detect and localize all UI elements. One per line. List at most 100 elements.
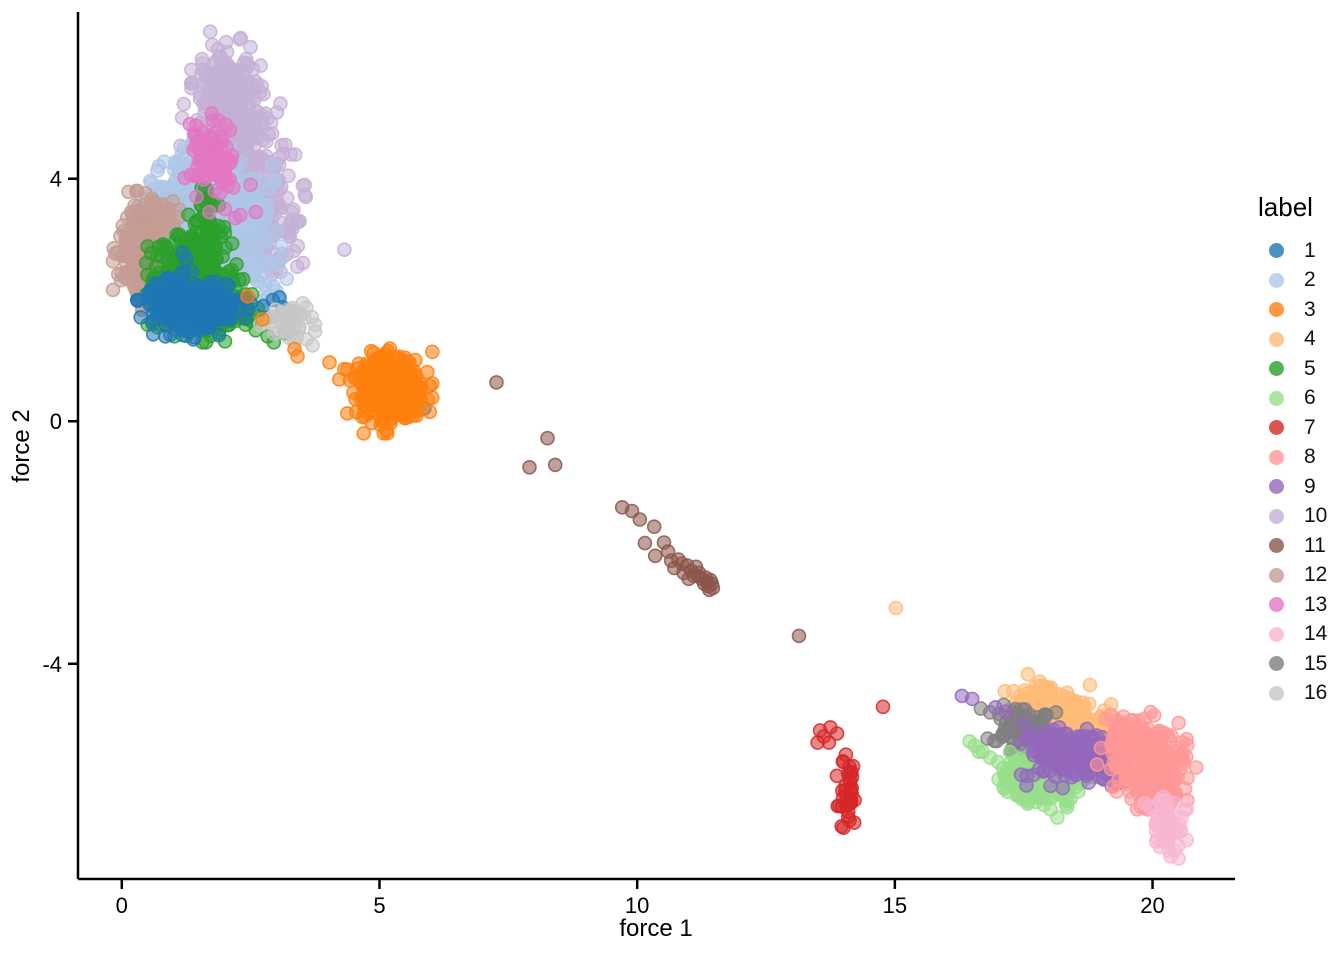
data-point bbox=[209, 288, 225, 304]
data-point bbox=[222, 312, 237, 328]
data-point bbox=[1050, 810, 1065, 825]
data-point bbox=[1014, 702, 1030, 717]
data-point bbox=[1155, 826, 1171, 842]
legend-item-16: 16 bbox=[1256, 679, 1327, 709]
x-axis-tick-label: 10 bbox=[625, 893, 649, 918]
data-point bbox=[176, 96, 192, 112]
data-point bbox=[420, 392, 436, 408]
data-point bbox=[256, 228, 271, 243]
data-point bbox=[406, 403, 421, 419]
data-point bbox=[115, 218, 131, 233]
data-point bbox=[1189, 760, 1204, 775]
data-point bbox=[263, 256, 279, 271]
data-point bbox=[307, 324, 323, 339]
data-point bbox=[522, 459, 537, 475]
legend-dot-icon bbox=[1269, 656, 1284, 672]
data-point bbox=[240, 289, 255, 304]
data-point bbox=[1089, 757, 1105, 772]
legend-dot-icon bbox=[1269, 390, 1284, 406]
legend-title: label bbox=[1258, 192, 1313, 222]
data-point bbox=[227, 210, 243, 226]
data-point bbox=[1059, 800, 1075, 815]
data-point bbox=[207, 183, 222, 199]
x-axis-label: force 1 bbox=[619, 915, 693, 942]
data-point bbox=[218, 277, 234, 292]
data-point bbox=[331, 372, 347, 387]
data-point bbox=[182, 116, 198, 132]
data-point bbox=[386, 381, 402, 397]
legend-item-11: 11 bbox=[1256, 531, 1327, 561]
data-point bbox=[222, 122, 238, 138]
data-point bbox=[159, 214, 174, 229]
data-point bbox=[489, 375, 504, 390]
data-point bbox=[322, 355, 337, 370]
data-point bbox=[194, 66, 209, 82]
data-point bbox=[351, 356, 367, 372]
legend-item-label: 16 bbox=[1304, 681, 1328, 705]
data-point bbox=[224, 262, 239, 278]
series-13-points bbox=[177, 106, 264, 226]
data-point bbox=[279, 271, 295, 287]
data-point bbox=[211, 327, 227, 343]
data-point bbox=[1143, 704, 1159, 720]
data-point bbox=[1020, 666, 1036, 682]
data-point bbox=[121, 184, 136, 200]
data-point bbox=[422, 404, 438, 420]
data-point bbox=[395, 365, 411, 381]
legend-dot-icon bbox=[1269, 508, 1284, 524]
data-point bbox=[1021, 730, 1036, 746]
data-point bbox=[405, 390, 421, 406]
data-point bbox=[196, 239, 211, 255]
data-point bbox=[151, 159, 167, 174]
data-point bbox=[1082, 677, 1098, 693]
data-point bbox=[238, 310, 253, 326]
data-point bbox=[842, 759, 857, 775]
data-point bbox=[1039, 724, 1054, 740]
data-point bbox=[270, 324, 285, 340]
data-point bbox=[232, 31, 247, 47]
data-point bbox=[373, 365, 389, 380]
data-point bbox=[199, 321, 215, 336]
data-point bbox=[1012, 752, 1028, 767]
legend-dot-icon bbox=[1269, 331, 1284, 347]
legend-item-12: 12 bbox=[1256, 561, 1327, 591]
data-point bbox=[217, 201, 233, 217]
data-point bbox=[1016, 717, 1032, 732]
data-point bbox=[194, 51, 210, 67]
legend-dot-icon bbox=[1269, 361, 1284, 377]
data-point bbox=[194, 139, 209, 155]
data-point bbox=[1019, 778, 1034, 793]
data-point bbox=[113, 272, 129, 288]
data-point bbox=[875, 699, 891, 715]
data-point bbox=[243, 75, 258, 90]
data-point bbox=[1043, 778, 1058, 794]
legend-items: 1 2 3 4 5 6 7 8 9 10 11 12 13 14 15 16 bbox=[1256, 236, 1327, 708]
y-axis-label: force 2 bbox=[8, 409, 35, 483]
data-point bbox=[632, 512, 648, 527]
data-point bbox=[647, 548, 663, 564]
data-point bbox=[1077, 751, 1092, 767]
data-point bbox=[106, 241, 121, 256]
legend-dot-icon bbox=[1269, 302, 1284, 318]
legend-item-14: 14 bbox=[1256, 620, 1327, 650]
legend-item-label: 6 bbox=[1304, 386, 1316, 410]
data-point bbox=[1059, 685, 1075, 701]
data-point bbox=[646, 519, 662, 535]
data-point bbox=[834, 818, 849, 834]
data-point bbox=[971, 744, 987, 760]
series-1-points bbox=[130, 245, 432, 416]
x-axis-tick-label: 0 bbox=[116, 893, 128, 918]
legend-dot-icon bbox=[1269, 420, 1284, 436]
data-point bbox=[701, 582, 717, 598]
data-point bbox=[274, 138, 289, 153]
data-point bbox=[1093, 740, 1109, 756]
data-point bbox=[1161, 843, 1177, 858]
data-point bbox=[160, 271, 175, 287]
data-point bbox=[337, 242, 352, 257]
data-point bbox=[286, 202, 301, 217]
y-axis-tick-label: 4 bbox=[50, 167, 62, 192]
data-point bbox=[1032, 761, 1047, 776]
data-point bbox=[264, 157, 280, 173]
